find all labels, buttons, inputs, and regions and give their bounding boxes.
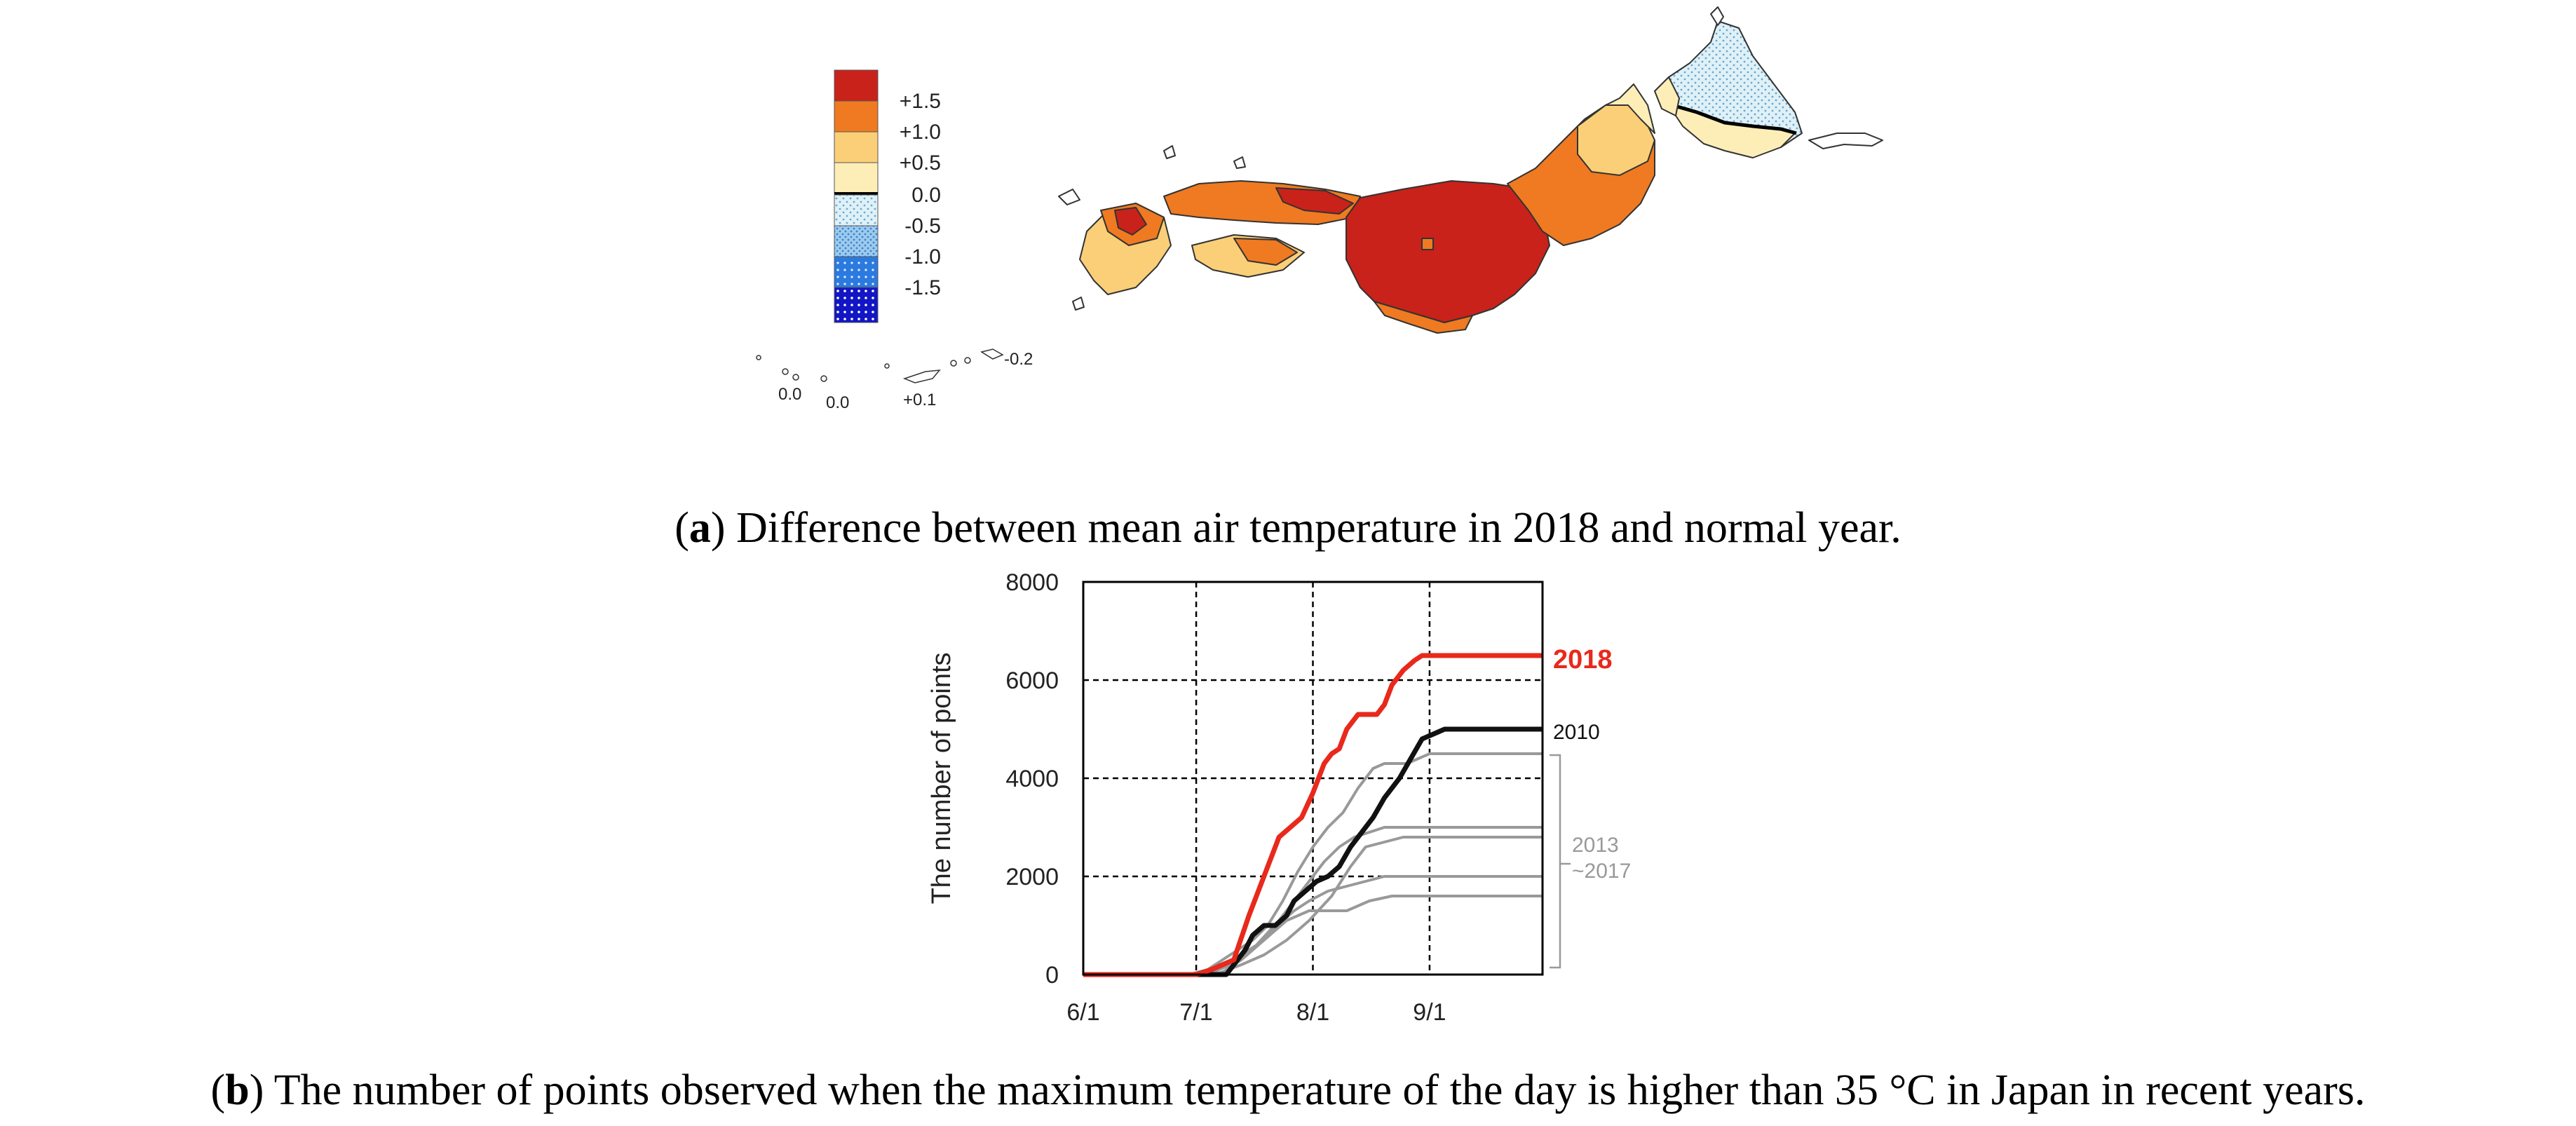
bracket-2013-2017 [1550,754,1571,969]
eastern-islands [1808,133,1883,149]
series-line-2018 [1083,653,1543,977]
honshu-central [1345,180,1550,323]
series-line-2010 [1083,726,1543,977]
series-label-2018: 2018 [1553,645,1613,674]
hot-points-line-chart: 0 2000 4000 6000 8000 6/1 7/1 8/1 9/1 The numbe… [927,569,1631,1026]
y-tick-labels: 0 2000 4000 6000 8000 [1005,569,1059,989]
caption-a: (a) Difference between mean air temperat… [674,504,1902,552]
legend-swatch-above-1.5 [834,69,879,102]
bracket-label-line2: ~2017 [1572,860,1631,883]
legend-label: -1.5 [904,276,941,299]
caption-b-text: The number of points observed when the m… [264,1066,2366,1114]
legend-swatch-below-minus-1.5 [834,287,879,323]
southern-islet [1072,297,1085,311]
northern-islet [1710,6,1724,26]
legend-swatch-minus-0.5-1.0 [834,225,879,257]
caption-a-letter: a [689,504,711,552]
y-axis-label: The number of points [927,652,956,904]
x-tick-labels: 6/1 7/1 8/1 9/1 [1066,999,1446,1026]
island-label: 0.0 [778,385,801,404]
legend-label: -1.0 [904,245,941,269]
caption-b-letter: b [225,1066,250,1114]
plot-frame [1082,581,1544,976]
hokkaido-zero-line [1672,103,1797,135]
legend-label: 0.0 [911,184,941,207]
y-tick-label: 4000 [1005,766,1059,792]
bracket-label-line1: 2013 [1572,834,1619,857]
series-label-2010: 2010 [1553,721,1600,744]
x-tick-label: 7/1 [1179,999,1212,1026]
y-tick-label: 0 [1045,962,1059,989]
tohoku-tip [1605,83,1655,134]
series-line-2013-2017-c [1083,836,1543,976]
island-label: -0.2 [1004,350,1033,369]
x-tick-label: 8/1 [1296,999,1329,1026]
island-label: 0.0 [826,393,849,412]
chart-series [1083,653,1543,977]
y-tick-label: 2000 [1005,864,1059,890]
western-islet [1163,145,1176,159]
island-label: +0.1 [903,391,936,409]
legend-label: +1.0 [900,121,941,144]
legend-label: +0.5 [900,151,941,175]
chugoku-hot-zone [1275,187,1354,215]
x-tick-label: 9/1 [1413,999,1446,1026]
legend-swatch-0.0-0.5 [834,162,879,194]
western-islet [1058,189,1080,205]
legend-swatch-1.0-1.5 [834,100,879,133]
series-line-2013-2017-d [1083,875,1543,976]
legend-label: +1.5 [900,90,941,113]
southern-island-chain [756,348,1004,384]
map-legend: +1.5 +1.0 +0.5 0.0 -0.5 -1.0 -1.5 [834,69,941,323]
legend-swatch-0.0-minus-0.5 [834,194,879,226]
honshu-hot-spot [1421,238,1434,250]
honshu-central-edge [1374,301,1473,334]
caption-b: (b) The number of points observed when t… [210,1066,2366,1114]
caption-a-text: Difference between mean air temperature … [725,504,1902,552]
hokkaido-peninsula [1654,76,1680,116]
legend-swatch-minus-1.0-1.5 [834,256,879,288]
japan-map-shapes [1058,6,1883,334]
x-tick-label: 6/1 [1066,999,1099,1026]
y-tick-label: 8000 [1005,569,1059,596]
shikoku-hot-zone [1233,238,1298,266]
japan-temperature-map: +1.5 +1.0 +0.5 0.0 -0.5 -1.0 -1.5 [756,6,1883,412]
kyushu-core [1114,207,1147,236]
legend-label: -0.5 [904,215,941,238]
y-tick-label: 6000 [1005,667,1059,694]
legend-swatch-0.5-1.0 [834,131,879,163]
western-islet [1233,156,1246,169]
